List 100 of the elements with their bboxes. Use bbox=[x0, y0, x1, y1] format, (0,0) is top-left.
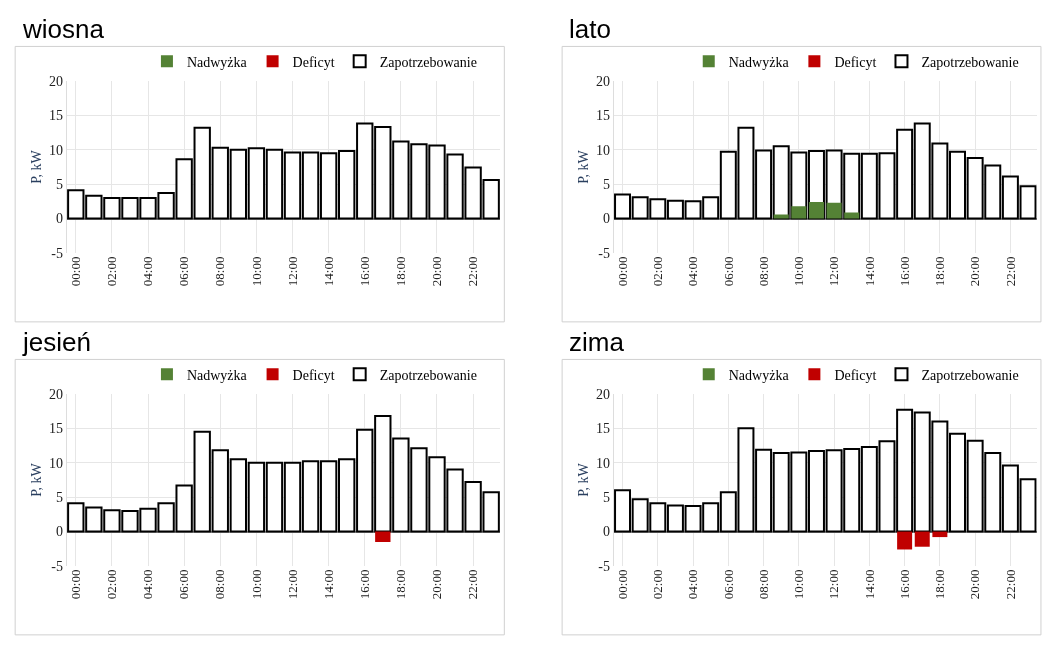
bar bbox=[375, 531, 391, 542]
chart-title: wiosna bbox=[22, 14, 105, 44]
y-tick-label: 15 bbox=[48, 108, 63, 124]
chart-title: zima bbox=[569, 327, 625, 357]
x-tick-label: 22:00 bbox=[465, 569, 481, 600]
y-axis-title: P, kW bbox=[575, 149, 591, 184]
x-tick-label: 00:00 bbox=[614, 256, 630, 287]
x-tick-label: 14:00 bbox=[861, 569, 877, 600]
legend-label: Zapotrzebowanie bbox=[921, 54, 1019, 70]
y-tick-label: 5 bbox=[602, 490, 610, 506]
bar bbox=[897, 531, 913, 550]
x-tick-label: 10:00 bbox=[791, 256, 807, 287]
legend-label: Deficyt bbox=[292, 367, 335, 383]
legend-label: Zapotrzebowanie bbox=[379, 54, 477, 70]
y-tick-label: 5 bbox=[602, 177, 610, 193]
y-axis-title: P, kW bbox=[28, 149, 44, 184]
chart-title: jesień bbox=[22, 327, 91, 357]
x-tick-label: 06:00 bbox=[720, 569, 736, 600]
legend-label: Nadwyżka bbox=[728, 367, 790, 383]
bar bbox=[808, 202, 824, 219]
x-tick-label: 02:00 bbox=[650, 569, 666, 600]
x-tick-label: 20:00 bbox=[429, 256, 445, 287]
y-tick-label: 10 bbox=[595, 455, 610, 471]
x-tick-label: 02:00 bbox=[104, 256, 120, 287]
x-tick-label: 04:00 bbox=[685, 569, 701, 600]
legend-label: Deficyt bbox=[292, 54, 335, 70]
bar bbox=[826, 202, 842, 219]
x-tick-label: 06:00 bbox=[176, 569, 192, 600]
x-tick-label: 12:00 bbox=[284, 256, 300, 287]
y-tick-label: 0 bbox=[602, 524, 610, 540]
y-tick-label: 5 bbox=[55, 177, 63, 193]
x-tick-label: 22:00 bbox=[465, 256, 481, 287]
y-tick-label: 0 bbox=[55, 211, 63, 227]
y-tick-label: 5 bbox=[55, 490, 63, 506]
legend-label: Nadwyżka bbox=[728, 54, 790, 70]
y-tick-label: 0 bbox=[55, 524, 63, 540]
x-tick-label: 16:00 bbox=[356, 569, 372, 600]
bar bbox=[791, 206, 807, 219]
y-tick-label: -5 bbox=[51, 558, 63, 574]
chart-title: lato bbox=[569, 14, 611, 44]
x-tick-label: 20:00 bbox=[967, 256, 983, 287]
y-tick-label: 15 bbox=[595, 108, 610, 124]
x-tick-label: 08:00 bbox=[212, 256, 228, 287]
x-tick-label: 16:00 bbox=[356, 256, 372, 287]
x-tick-label: 22:00 bbox=[1002, 569, 1018, 600]
y-tick-label: 20 bbox=[48, 73, 63, 89]
bar bbox=[844, 212, 860, 219]
bar bbox=[932, 531, 948, 538]
legend-label: Zapotrzebowanie bbox=[921, 367, 1019, 383]
x-tick-label: 12:00 bbox=[284, 569, 300, 600]
x-tick-label: 14:00 bbox=[320, 256, 336, 287]
x-tick-label: 04:00 bbox=[685, 256, 701, 287]
legend-label: Nadwyżka bbox=[186, 367, 248, 383]
y-axis-title: P, kW bbox=[575, 462, 591, 497]
x-tick-label: 08:00 bbox=[755, 569, 771, 600]
x-tick-label: 18:00 bbox=[393, 569, 409, 600]
y-tick-label: -5 bbox=[51, 245, 63, 261]
x-tick-label: 12:00 bbox=[826, 569, 842, 600]
x-tick-label: 20:00 bbox=[429, 569, 445, 600]
x-tick-label: 08:00 bbox=[755, 256, 771, 287]
x-tick-label: 14:00 bbox=[861, 256, 877, 287]
x-tick-label: 04:00 bbox=[140, 569, 156, 600]
x-tick-label: 00:00 bbox=[68, 256, 84, 287]
bar bbox=[773, 214, 789, 219]
bar bbox=[914, 531, 930, 547]
x-tick-label: 00:00 bbox=[68, 569, 84, 600]
legend-label: Zapotrzebowanie bbox=[379, 367, 477, 383]
y-tick-label: 15 bbox=[595, 421, 610, 437]
x-tick-label: 10:00 bbox=[791, 569, 807, 600]
x-tick-label: 22:00 bbox=[1002, 256, 1018, 287]
y-tick-label: 15 bbox=[48, 421, 63, 437]
x-tick-label: 02:00 bbox=[104, 569, 120, 600]
x-tick-label: 00:00 bbox=[614, 569, 630, 600]
x-tick-label: 18:00 bbox=[393, 256, 409, 287]
x-tick-label: 16:00 bbox=[896, 569, 912, 600]
y-tick-label: 0 bbox=[602, 211, 610, 227]
x-tick-label: 14:00 bbox=[320, 569, 336, 600]
x-tick-label: 12:00 bbox=[826, 256, 842, 287]
y-tick-label: -5 bbox=[598, 245, 610, 261]
x-tick-label: 16:00 bbox=[896, 256, 912, 287]
y-tick-label: -5 bbox=[598, 558, 610, 574]
x-tick-label: 20:00 bbox=[967, 569, 983, 600]
y-tick-label: 20 bbox=[595, 73, 610, 89]
y-tick-label: 20 bbox=[48, 386, 63, 402]
y-tick-label: 10 bbox=[595, 142, 610, 158]
x-tick-label: 06:00 bbox=[176, 256, 192, 287]
x-tick-label: 06:00 bbox=[720, 256, 736, 287]
x-tick-label: 02:00 bbox=[650, 256, 666, 287]
legend-label: Nadwyżka bbox=[186, 54, 248, 70]
x-tick-label: 18:00 bbox=[932, 256, 948, 287]
x-tick-label: 10:00 bbox=[248, 569, 264, 600]
y-axis-title: P, kW bbox=[28, 462, 44, 497]
legend-label: Deficyt bbox=[834, 367, 877, 383]
y-tick-label: 10 bbox=[48, 455, 63, 471]
x-tick-label: 10:00 bbox=[248, 256, 264, 287]
y-tick-label: 10 bbox=[48, 142, 63, 158]
y-tick-label: 20 bbox=[595, 386, 610, 402]
x-tick-label: 08:00 bbox=[212, 569, 228, 600]
x-tick-label: 04:00 bbox=[140, 256, 156, 287]
legend-label: Deficyt bbox=[834, 54, 877, 70]
